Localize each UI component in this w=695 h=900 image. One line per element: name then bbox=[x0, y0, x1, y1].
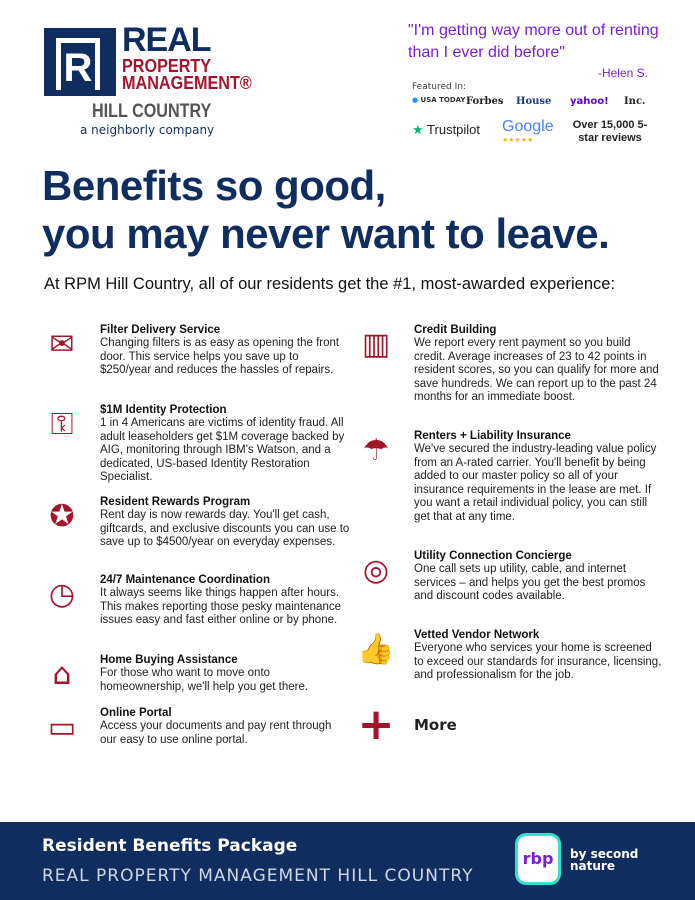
benefit-title: Credit Building bbox=[414, 324, 497, 336]
reviews-count: Over 15,000 5-star reviews bbox=[572, 119, 648, 144]
logo-tagline: a neighborly company bbox=[80, 123, 215, 137]
footer-title: Resident Benefits Package bbox=[42, 836, 298, 856]
thermostat-icon: ◎ bbox=[362, 553, 390, 588]
benefit-title: Utility Connection Concierge bbox=[414, 550, 572, 562]
google-logo: Google ★★★★★ bbox=[502, 118, 554, 144]
benefit-item: Utility Connection Concierge One call set… bbox=[414, 549, 664, 604]
usa-today-logo: ● USA TODAY bbox=[412, 96, 466, 104]
benefit-title: Renters + Liability Insurance bbox=[414, 430, 571, 442]
benefit-title: Online Portal bbox=[100, 707, 172, 719]
trustpilot-logo: ★ Trustpilot bbox=[412, 122, 481, 137]
benefit-text: We report every rent payment so you buil… bbox=[414, 337, 659, 403]
benefit-title: Home Buying Assistance bbox=[100, 654, 238, 666]
house-sign-icon: ⌂ bbox=[52, 657, 72, 692]
benefit-item: Credit Building We report every rent paym… bbox=[414, 323, 664, 405]
benefit-text: We've secured the industry-leading value… bbox=[414, 443, 657, 523]
benefit-text: Everyone who services your home is scree… bbox=[414, 642, 662, 681]
benefit-item: Filter Delivery Service Changing filters … bbox=[100, 323, 350, 378]
benefit-text: For those who want to move onto homeowne… bbox=[100, 667, 309, 693]
benefit-item: Vetted Vendor Network Everyone who servic… bbox=[414, 628, 664, 683]
more-link[interactable]: More bbox=[414, 716, 457, 734]
benefit-text: Changing filters is as easy as opening t… bbox=[100, 337, 340, 376]
benefit-item: 24/7 Maintenance Coordination It always s… bbox=[100, 573, 350, 628]
clock-icon: ◷ bbox=[48, 577, 76, 612]
logo-property-management: PROPERTY MANAGEMENT® bbox=[122, 56, 252, 93]
rpm-logo-mark: R bbox=[44, 28, 116, 96]
featured-label: Featured In: bbox=[412, 82, 466, 92]
benefit-item: Resident Rewards Program Rent day is now … bbox=[100, 495, 350, 550]
benefit-text: Access your documents and pay rent throu… bbox=[100, 720, 332, 746]
footer-band bbox=[0, 822, 695, 900]
benefit-text: It always seems like things happen after… bbox=[100, 587, 341, 626]
page-headline: Benefits so good, you may never want to l… bbox=[42, 162, 610, 257]
benefit-title: Resident Rewards Program bbox=[100, 496, 251, 508]
stars-icon: ★★★★★ bbox=[502, 137, 534, 144]
benefit-item: Online Portal Access your documents and p… bbox=[100, 706, 350, 747]
identity-protection-icon: ⚿ bbox=[50, 407, 74, 442]
thumbs-up-icon: 👍 bbox=[357, 632, 395, 667]
star-icon: ★ bbox=[412, 122, 424, 137]
chart-icon: ▥ bbox=[361, 327, 391, 362]
watermark: REAL PROPERTY MANAGEMENT HILL COUNTRY bbox=[42, 866, 474, 886]
rbp-logo: rbp bbox=[518, 836, 558, 882]
plus-icon[interactable]: + bbox=[357, 699, 395, 750]
filter-delivery-icon: ✉ bbox=[49, 327, 75, 362]
inc-logo: Inc. bbox=[624, 96, 646, 107]
benefit-text: Rent day is now rewards day. You'll get … bbox=[100, 509, 350, 548]
second-nature-logo: by second nature bbox=[570, 847, 639, 873]
benefit-title: Filter Delivery Service bbox=[100, 324, 221, 336]
forbes-logo: Forbes bbox=[466, 96, 504, 107]
benefit-title: Vetted Vendor Network bbox=[414, 629, 540, 641]
benefit-text: One call sets up utility, cable, and int… bbox=[414, 563, 646, 602]
house-logo: House bbox=[516, 96, 552, 107]
laptop-icon: ▭ bbox=[47, 710, 77, 745]
benefit-title: 24/7 Maintenance Coordination bbox=[100, 574, 270, 586]
testimonial-quote: "I'm getting way more out of renting tha… bbox=[408, 22, 659, 61]
award-ribbon-icon: ✪ bbox=[49, 499, 75, 534]
benefit-item: Renters + Liability Insurance We've secur… bbox=[414, 429, 664, 524]
logo-real: REAL bbox=[122, 21, 212, 59]
benefit-text: 1 in 4 Americans are victims of identity… bbox=[100, 417, 345, 483]
umbrella-house-icon: ☂ bbox=[362, 433, 390, 468]
yahoo-logo: yahoo! bbox=[570, 96, 609, 107]
benefit-title: $1M Identity Protection bbox=[100, 404, 227, 416]
logo-hill-country: HILL COUNTRY bbox=[92, 101, 212, 122]
benefit-item: Home Buying Assistance For those who want… bbox=[100, 653, 350, 694]
intro-text: At RPM Hill Country, all of our resident… bbox=[44, 275, 616, 293]
benefit-item: $1M Identity Protection 1 in 4 Americans … bbox=[100, 403, 350, 485]
testimonial-author: -Helen S. bbox=[597, 66, 648, 80]
